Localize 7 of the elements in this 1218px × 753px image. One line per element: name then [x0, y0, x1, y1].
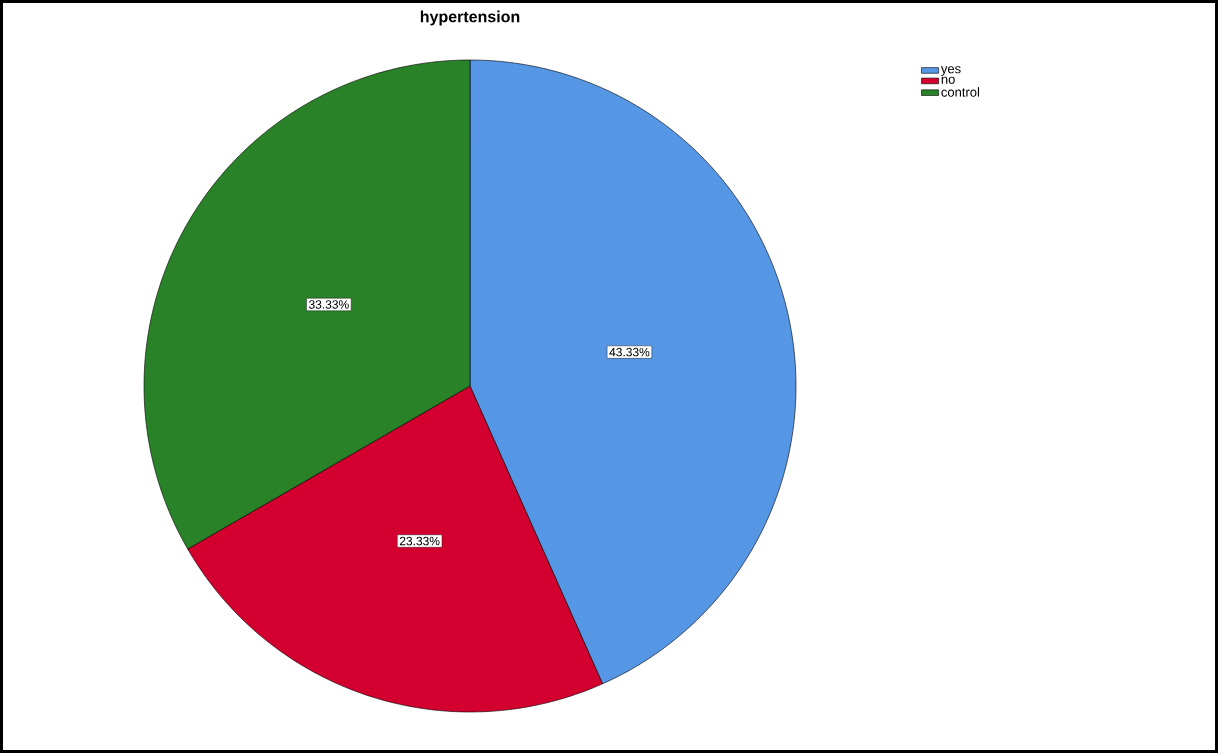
data-label: 33.33%: [308, 300, 349, 309]
legend-label: control: [941, 87, 980, 97]
chart-title: hypertension: [420, 10, 520, 26]
legend-label: no: [941, 76, 955, 84]
legend-label: yes: [940, 66, 961, 76]
data-label: 23.33%: [399, 536, 440, 546]
data-label: 43.33%: [609, 347, 650, 357]
